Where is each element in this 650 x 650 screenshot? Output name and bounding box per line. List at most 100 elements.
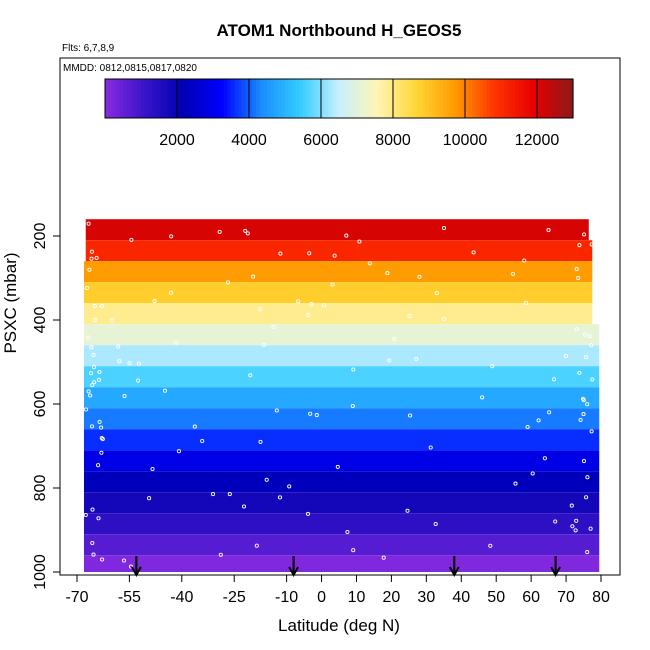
colorbar-swatch [558, 79, 563, 118]
observation-marker [547, 410, 552, 415]
colorbar-swatch [375, 79, 380, 118]
observation-marker [116, 344, 121, 349]
observation-marker [405, 508, 410, 513]
observation-marker [227, 492, 232, 497]
observation-marker [351, 367, 356, 372]
observation-marker [254, 543, 259, 548]
colorbar-swatch [259, 79, 264, 118]
colorbar-swatch [288, 79, 293, 118]
colorbar-swatch [299, 79, 304, 118]
observation-marker [296, 299, 301, 304]
colorbar-swatch [382, 79, 387, 118]
y-tick-label: 1000 [32, 554, 49, 590]
colorbar-swatch [519, 79, 524, 118]
colorbar-swatch [195, 79, 200, 118]
observation-marker [176, 449, 181, 454]
colorbar-swatch [256, 79, 261, 118]
observation-marker [147, 496, 152, 501]
observation-marker [574, 327, 579, 332]
x-tick-label: 30 [417, 589, 435, 606]
observation-marker [97, 369, 102, 375]
colorbar-swatch [137, 79, 142, 118]
colorbar-swatch [493, 79, 498, 118]
observation-marker [97, 419, 102, 424]
observation-marker [574, 267, 579, 272]
colorbar-swatch [393, 79, 398, 118]
observation-marker [84, 407, 89, 412]
observation-marker [588, 526, 593, 531]
colorbar-swatch [565, 79, 570, 118]
colorbar-swatch [213, 79, 218, 118]
observation-marker [428, 445, 433, 450]
observation-marker [92, 380, 97, 385]
observation-marker [135, 378, 141, 383]
observation-marker [89, 249, 94, 254]
colorbar-swatch [508, 79, 513, 118]
observation-marker [84, 285, 89, 291]
observation-marker [90, 383, 95, 388]
colorbar-swatch [112, 79, 117, 118]
colorbar-swatch [407, 79, 412, 118]
observation-marker [357, 239, 362, 244]
observation-marker [582, 232, 587, 237]
observation-marker [546, 228, 551, 233]
observation-marker [387, 358, 392, 363]
colorbar-swatch [504, 79, 509, 118]
colorbar-tick-label: 10000 [443, 132, 488, 149]
observation-marker [241, 504, 247, 509]
observation-marker [381, 555, 386, 560]
observation-marker [581, 459, 587, 464]
colorbar-swatch [353, 79, 358, 118]
observation-marker [218, 552, 223, 557]
colorbar-swatch [555, 79, 560, 118]
colorbar-swatch [162, 79, 167, 118]
colorbar-swatch [126, 79, 131, 118]
mmdd-note: MMDD: 0812,0815,0817,0820 [63, 63, 197, 74]
colorbar-swatch [357, 79, 362, 118]
heatmap-band-5 [83, 324, 600, 346]
colorbar-swatch [105, 79, 110, 118]
observation-marker [322, 303, 327, 308]
colorbar-swatch [115, 79, 120, 118]
colorbar-swatch [418, 79, 423, 118]
observation-marker [127, 361, 132, 366]
colorbar-swatch [385, 79, 390, 118]
observation-marker [117, 359, 122, 364]
colorbar-swatch [281, 79, 286, 118]
observation-marker [587, 334, 592, 339]
heatmap-band-6 [83, 345, 600, 367]
observation-marker [136, 361, 141, 366]
heatmap-bands [83, 219, 600, 572]
x-tick-label: -25 [223, 589, 246, 606]
x-tick-label: 50 [487, 589, 505, 606]
x-tick-label: 10 [348, 589, 366, 606]
y-tick-label: 800 [32, 475, 49, 502]
observation-marker [90, 540, 95, 546]
observation-marker [99, 450, 104, 455]
observation-marker [589, 343, 594, 348]
colorbar-swatch [468, 79, 473, 118]
colorbar-swatch [486, 79, 491, 118]
colorbar-swatch [483, 79, 488, 118]
observation-marker [350, 404, 355, 409]
observation-marker [530, 471, 535, 476]
observation-marker [129, 237, 134, 242]
colorbar-swatch [547, 79, 552, 118]
colorbar: 2000 4000 6000 8000 10000 12000 [104, 78, 574, 149]
colorbar-swatch [177, 79, 182, 118]
observation-marker [258, 439, 263, 444]
colorbar-swatch [378, 79, 383, 118]
x-tick-label: -55 [118, 589, 141, 606]
colorbar-swatch [479, 79, 484, 118]
colorbar-swatch [249, 79, 254, 118]
colorbar-swatch [205, 79, 210, 118]
observation-marker [248, 373, 253, 378]
colorbar-swatch [155, 79, 160, 118]
observation-marker [152, 298, 157, 304]
colorbar-swatch [447, 79, 452, 118]
colorbar-swatch [529, 79, 534, 118]
observation-marker [442, 317, 447, 322]
heatmap-band-16 [83, 555, 600, 572]
colorbar-swatch [522, 79, 527, 118]
